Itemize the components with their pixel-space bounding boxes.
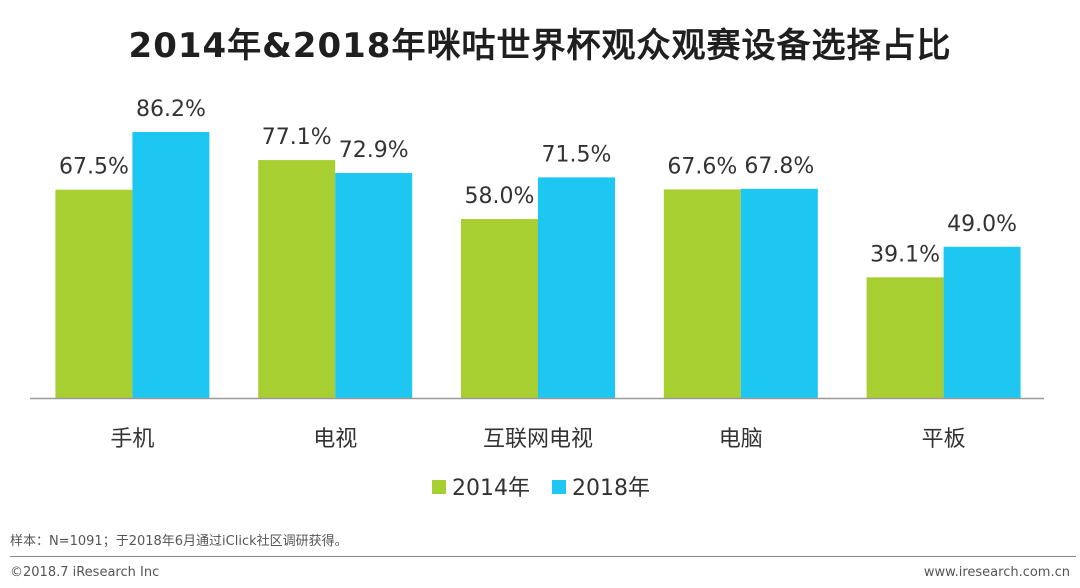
- legend-swatch-2014年: [432, 480, 446, 494]
- bar-2014年-手机: [55, 189, 133, 398]
- footer-divider: [10, 556, 1076, 557]
- bar-chart: 67.5% 86.2% 手机 77.1% 72.9% 电视 58.0% 71.5% 互联网电视 6…: [30, 97, 1044, 501]
- data-label-2014年-平板: 39.1%: [870, 242, 940, 267]
- legend-swatch-2018年: [552, 480, 566, 494]
- data-label-2018年-平板: 49.0%: [947, 212, 1017, 237]
- data-label-2018年-手机: 86.2%: [136, 97, 206, 122]
- bar-2014年-电视: [258, 160, 336, 398]
- data-label-2014年-电视: 77.1%: [262, 125, 332, 150]
- data-label-2018年-电视: 72.9%: [339, 138, 409, 163]
- bar-2014年-互联网电视: [461, 219, 538, 398]
- bar-2018年-互联网电视: [538, 177, 615, 398]
- category-label-互联网电视: 互联网电视: [483, 427, 593, 452]
- data-label-2018年-互联网电视: 71.5%: [542, 142, 612, 167]
- data-label-2014年-手机: 67.5%: [59, 155, 129, 180]
- bar-2018年-电脑: [740, 188, 818, 398]
- legend-label-2018年: 2018年: [572, 476, 650, 501]
- website-url: www.iresearch.com.cn: [923, 565, 1070, 580]
- data-label-2014年-电脑: 67.6%: [667, 154, 737, 179]
- bar-2018年-平板: [943, 246, 1021, 398]
- legend-label-2014年: 2014年: [452, 476, 530, 501]
- bar-2018年-手机: [132, 132, 210, 398]
- data-label-2018年-电脑: 67.8%: [744, 154, 814, 179]
- bar-2014年-平板: [866, 277, 944, 398]
- category-label-电视: 电视: [313, 427, 357, 452]
- chart-title: 2014年&2018年咪咕世界杯观众观赛设备选择占比: [128, 26, 952, 66]
- bar-2018年-电视: [335, 173, 413, 398]
- category-label-平板: 平板: [922, 427, 966, 452]
- copyright: ©2018.7 iResearch Inc: [10, 565, 160, 580]
- category-label-电脑: 电脑: [719, 427, 763, 452]
- data-label-2014年-互联网电视: 58.0%: [465, 184, 535, 209]
- category-label-手机: 手机: [110, 427, 154, 452]
- sample-note: 样本：N=1091；于2018年6月通过iClick社区调研获得。: [10, 534, 348, 549]
- bar-2014年-电脑: [663, 189, 741, 398]
